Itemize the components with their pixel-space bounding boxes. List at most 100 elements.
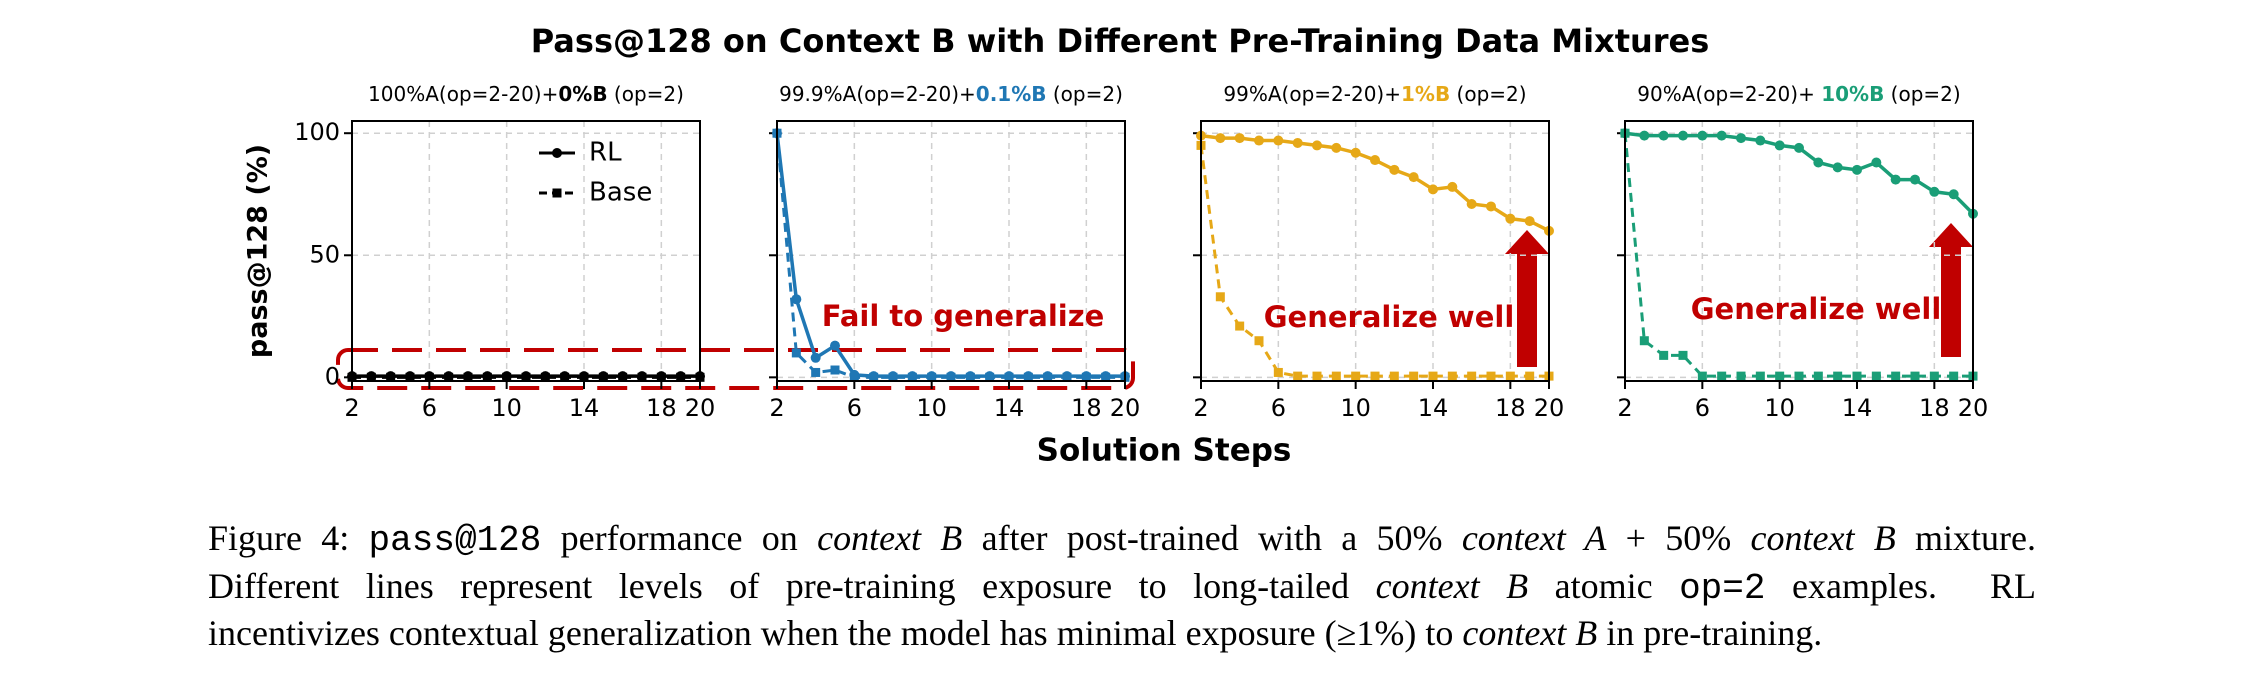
caption-text: mixture. — [1895, 518, 2036, 558]
base-point — [386, 372, 396, 382]
arrow — [1929, 223, 1973, 357]
rl-point — [1234, 133, 1245, 144]
x-tick-label: 18 — [1495, 394, 1526, 422]
annotation: Generalize well — [1264, 300, 1515, 334]
y-tick-label: 100 — [294, 118, 340, 146]
x-tick-label: 10 — [916, 394, 947, 422]
base-point — [1312, 371, 1322, 381]
caption-italic: context B — [1375, 566, 1529, 606]
rl-point — [1658, 130, 1669, 141]
base-point — [1871, 371, 1881, 381]
axes-frame — [776, 120, 1126, 382]
base-point — [811, 367, 821, 377]
rl-point — [1639, 130, 1650, 141]
subplot-title-part: (op=2) — [1047, 82, 1123, 106]
base-point — [907, 372, 917, 382]
x-tick-label: 20 — [1958, 394, 1989, 422]
base-point — [540, 372, 550, 382]
rl-point — [1832, 162, 1843, 173]
rl-point — [1389, 164, 1400, 175]
rl-point — [1929, 186, 1940, 197]
base-point — [1331, 371, 1341, 381]
base-point — [521, 372, 531, 382]
caption-text: atomic — [1528, 566, 1680, 606]
base-point — [1043, 372, 1053, 382]
base-point — [1389, 371, 1399, 381]
subplot-title-part: 10%B — [1821, 82, 1884, 106]
rl-point — [1774, 140, 1785, 151]
base-point — [1678, 350, 1688, 360]
subplot-title-part: 1%B — [1401, 82, 1450, 106]
rl-point — [1678, 130, 1688, 141]
x-tick-label: 14 — [994, 394, 1025, 422]
base-point — [1775, 371, 1785, 381]
base-point — [1910, 371, 1920, 381]
x-axis-label: Solution Steps — [1037, 433, 1292, 469]
x-tick-label: 20 — [1534, 394, 1565, 422]
base-point — [888, 372, 898, 382]
base-point — [830, 365, 840, 375]
x-tick-label: 2 — [1193, 394, 1208, 422]
caption-code: pass@128 — [368, 520, 542, 561]
base-point — [791, 348, 801, 358]
base-point — [656, 372, 666, 382]
base-point — [1929, 371, 1939, 381]
x-tick-label: 6 — [422, 394, 437, 422]
x-tick-label: 18 — [1919, 394, 1950, 422]
rl-point — [1736, 133, 1746, 144]
base-point — [502, 372, 512, 382]
base-point — [1101, 372, 1111, 382]
base-point — [1062, 372, 1072, 382]
axes-frame — [1624, 120, 1974, 382]
base-point — [618, 372, 628, 382]
x-tick-label: 18 — [1071, 394, 1102, 422]
rl-point — [810, 352, 821, 363]
highlight-box — [336, 348, 1135, 390]
subplot-title-part: (op=2) — [608, 82, 684, 106]
caption-line: incentivizes contextual generalization w… — [208, 610, 2036, 657]
base-point — [463, 372, 473, 382]
rl-line — [775, 133, 1125, 378]
base-point — [1235, 321, 1245, 331]
rl-line — [1200, 133, 1550, 233]
x-tick-label: 14 — [1842, 394, 1873, 422]
arrow-shaft — [1941, 245, 1961, 357]
base-point — [1023, 372, 1033, 382]
base-point — [1409, 371, 1419, 381]
subplot-title-part: 0%B — [558, 82, 607, 106]
arrow-shaft — [1517, 252, 1537, 367]
x-tick-label: 10 — [1340, 394, 1371, 422]
x-tick-label: 18 — [646, 394, 677, 422]
arrow-head — [1505, 230, 1549, 254]
x-tick-label: 14 — [569, 394, 600, 422]
subplot-title: 99.9%A(op=2-20)+0.1%B (op=2) — [779, 82, 1123, 106]
base-point — [405, 372, 415, 382]
caption-text: Different lines represent levels of pre-… — [208, 566, 1376, 606]
x-tick-label: 6 — [847, 394, 862, 422]
base-point — [1852, 371, 1862, 381]
caption-code: op=2 — [1679, 568, 1766, 609]
rl-point — [791, 294, 802, 305]
base-line — [1623, 133, 1973, 378]
legend-label: RL — [589, 138, 622, 168]
rl-point — [1370, 155, 1380, 166]
rl-point — [1524, 216, 1535, 227]
y-tick-label: 50 — [309, 240, 340, 268]
rl-point — [1890, 174, 1901, 185]
x-tick-label: 10 — [1764, 394, 1795, 422]
rl-point — [1273, 135, 1284, 146]
caption-text: incentivizes contextual generalization w… — [208, 613, 1463, 653]
caption-text: examples. RL — [1765, 566, 2036, 606]
rl-point — [1910, 174, 1920, 185]
base-point — [1428, 371, 1438, 381]
subplot-title-part: (op=2) — [1450, 82, 1526, 106]
subplot-title-part: 99%A(op=2-20)+ — [1223, 82, 1401, 106]
base-point — [946, 372, 956, 382]
caption-text: + 50% — [1606, 518, 1751, 558]
rl-point — [1813, 157, 1824, 168]
subplot-title-part: 100%A(op=2-20)+ — [368, 82, 558, 106]
base-line — [1199, 145, 1549, 378]
base-point — [849, 372, 859, 382]
base-point — [1004, 372, 1014, 382]
